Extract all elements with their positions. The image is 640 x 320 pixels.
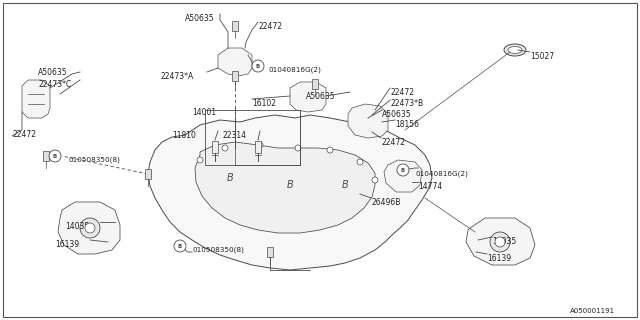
Text: A50635: A50635 [306, 92, 335, 101]
Circle shape [495, 237, 505, 247]
Circle shape [174, 240, 186, 252]
Text: 16102: 16102 [252, 99, 276, 108]
Polygon shape [218, 48, 252, 76]
Polygon shape [348, 104, 388, 138]
Circle shape [372, 177, 378, 183]
Bar [267, 247, 273, 257]
Polygon shape [466, 218, 535, 265]
Text: 010508350(8): 010508350(8) [192, 246, 244, 252]
Text: B: B [227, 173, 234, 183]
Text: 01040816G(2): 01040816G(2) [415, 170, 468, 177]
Text: 26496B: 26496B [371, 198, 401, 207]
Circle shape [397, 164, 409, 176]
Text: 14035: 14035 [65, 222, 89, 231]
Circle shape [357, 159, 363, 165]
Bar [232, 21, 238, 31]
Polygon shape [290, 82, 326, 112]
Text: 22314: 22314 [222, 131, 246, 140]
Text: B: B [256, 63, 260, 68]
Text: A050001191: A050001191 [570, 308, 615, 314]
Text: 14774: 14774 [418, 182, 442, 191]
Circle shape [197, 157, 203, 163]
Text: 010508350(8): 010508350(8) [68, 156, 120, 163]
Text: 22473*A: 22473*A [160, 72, 193, 81]
Bar [255, 141, 261, 153]
Circle shape [85, 223, 95, 233]
Text: 22472: 22472 [381, 138, 405, 147]
Text: 15027: 15027 [530, 52, 554, 61]
Text: 16139: 16139 [55, 240, 79, 249]
Text: 22473*B: 22473*B [390, 99, 423, 108]
Polygon shape [22, 80, 50, 118]
Text: B: B [53, 154, 57, 158]
Text: B: B [401, 167, 405, 172]
Text: 14001: 14001 [192, 108, 216, 117]
Text: 22472: 22472 [258, 22, 282, 31]
Bar [312, 79, 318, 89]
Polygon shape [195, 142, 375, 233]
Circle shape [49, 150, 61, 162]
Text: B: B [342, 180, 348, 190]
Circle shape [327, 147, 333, 153]
Ellipse shape [508, 46, 522, 53]
Polygon shape [58, 202, 120, 254]
Text: B: B [287, 180, 293, 190]
Text: 16139: 16139 [487, 254, 511, 263]
Text: 14035: 14035 [492, 237, 516, 246]
Circle shape [257, 142, 263, 148]
Bar [145, 169, 151, 179]
Text: 18156: 18156 [395, 120, 419, 129]
Polygon shape [384, 160, 422, 192]
Text: B: B [178, 244, 182, 249]
Circle shape [490, 232, 510, 252]
Circle shape [222, 145, 228, 151]
Text: A50635: A50635 [382, 110, 412, 119]
Text: 01040816G(2): 01040816G(2) [268, 66, 321, 73]
Text: A50635: A50635 [38, 68, 68, 77]
Text: 22472: 22472 [12, 130, 36, 139]
Bar [205, 110, 300, 165]
Circle shape [80, 218, 100, 238]
Text: A50635: A50635 [185, 14, 214, 23]
Bar [212, 141, 218, 153]
Text: 22472: 22472 [390, 88, 414, 97]
Polygon shape [148, 115, 432, 270]
Bar [232, 71, 238, 81]
Ellipse shape [504, 44, 526, 56]
Text: 22473*C: 22473*C [38, 80, 71, 89]
Circle shape [295, 145, 301, 151]
Text: 11810: 11810 [172, 131, 196, 140]
Circle shape [252, 60, 264, 72]
Bar [43, 151, 49, 161]
